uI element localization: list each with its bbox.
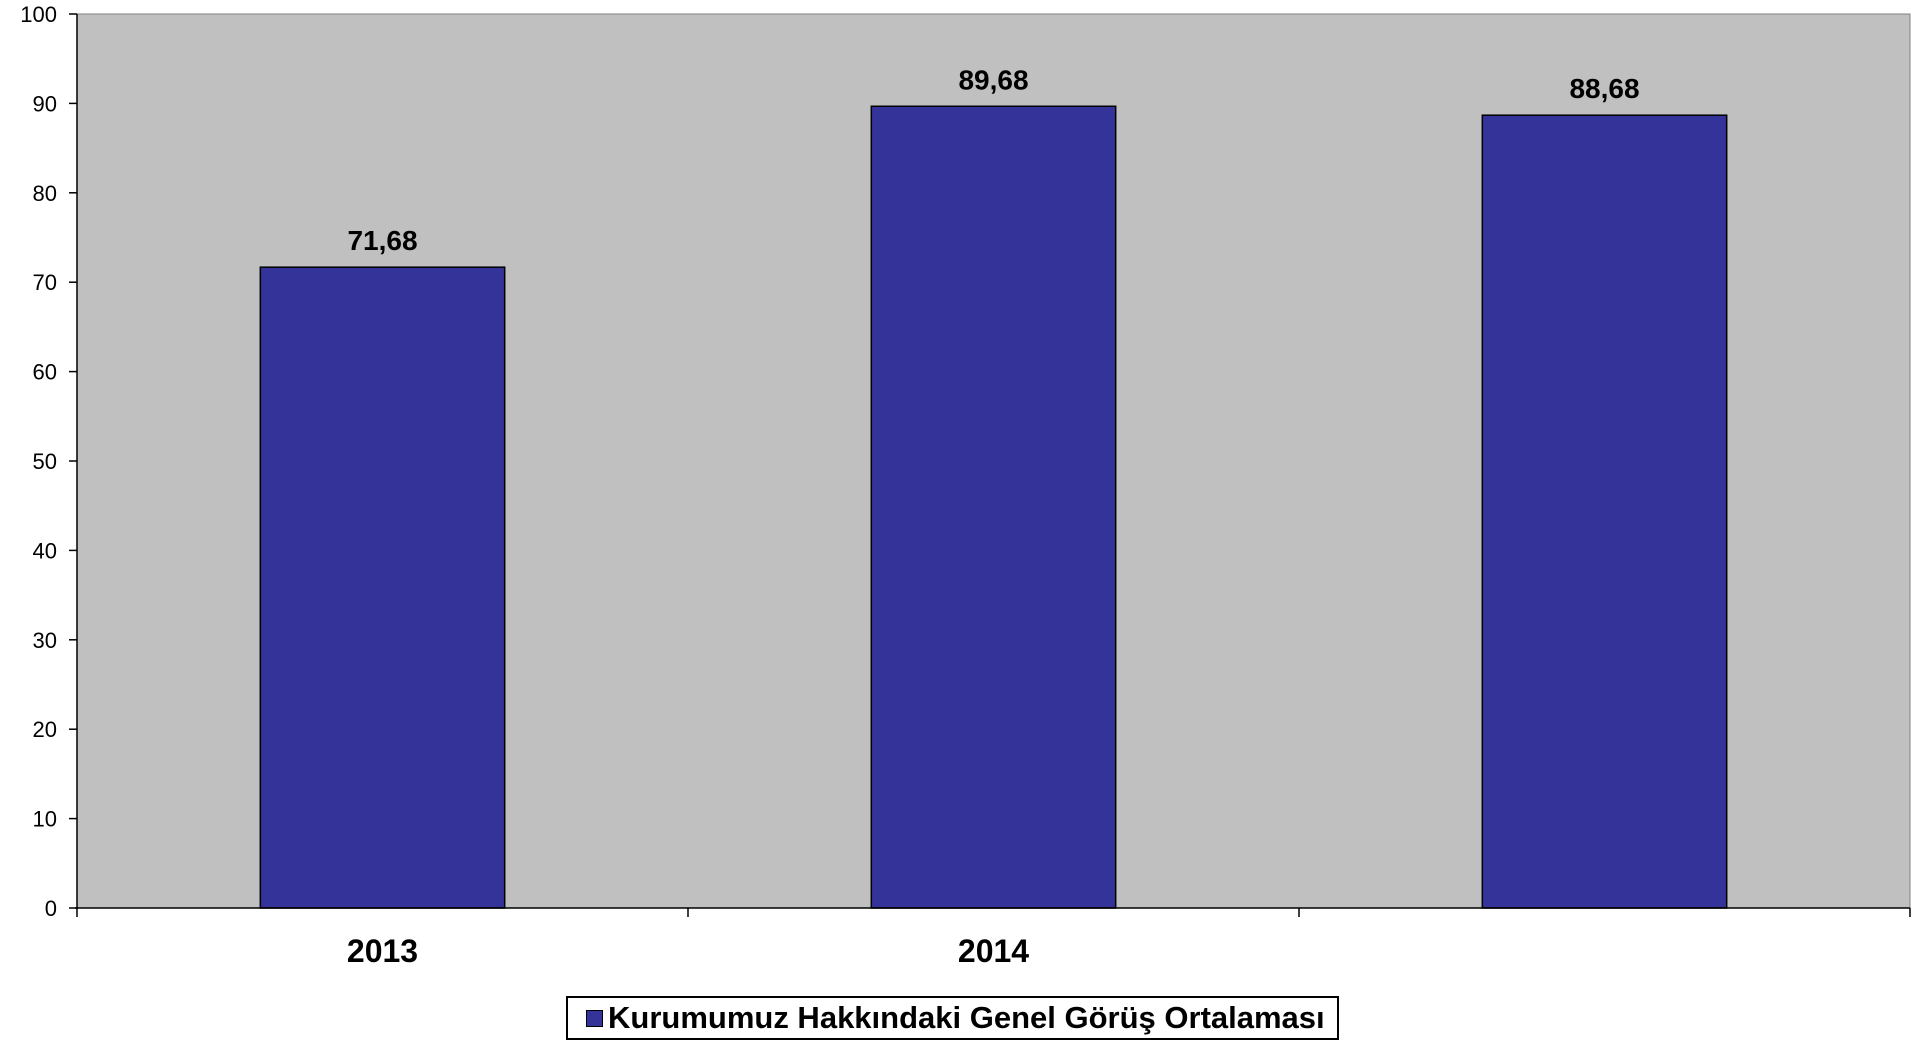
value-labels-group: 71,68 89,68 88,68 <box>347 64 1639 256</box>
y-axis: 0 10 20 30 40 50 60 70 80 90 100 <box>20 2 78 921</box>
bar <box>870 105 1117 909</box>
legend-label: Kurumumuz Hakkındaki Genel Görüş Ortalam… <box>608 1000 1325 1035</box>
y-tick-label: 100 <box>20 2 57 27</box>
legend: Kurumumuz Hakkındaki Genel Görüş Ortalam… <box>566 996 1339 1040</box>
y-tick-label: 80 <box>33 181 57 206</box>
bars-group <box>259 105 1728 909</box>
y-tick-label: 90 <box>33 91 57 116</box>
x-tick-label: 2013 <box>347 933 418 969</box>
y-tick-label: 30 <box>33 628 57 653</box>
x-axis: 2013 2014 <box>75 907 1911 969</box>
x-tick-label: 2014 <box>958 933 1029 969</box>
legend-swatch <box>586 1009 603 1027</box>
data-label: 71,68 <box>347 225 417 256</box>
data-label: 89,68 <box>958 64 1028 95</box>
y-tick-label: 60 <box>33 360 57 385</box>
data-label: 88,68 <box>1569 73 1639 104</box>
bar <box>1481 114 1728 909</box>
y-tick-label: 20 <box>33 717 57 742</box>
y-tick-label: 70 <box>33 270 57 295</box>
y-tick-label: 0 <box>45 896 57 921</box>
y-tick-label: 10 <box>33 807 57 832</box>
bar <box>259 266 506 909</box>
y-tick-label: 40 <box>33 538 57 563</box>
y-tick-label: 50 <box>33 449 57 474</box>
